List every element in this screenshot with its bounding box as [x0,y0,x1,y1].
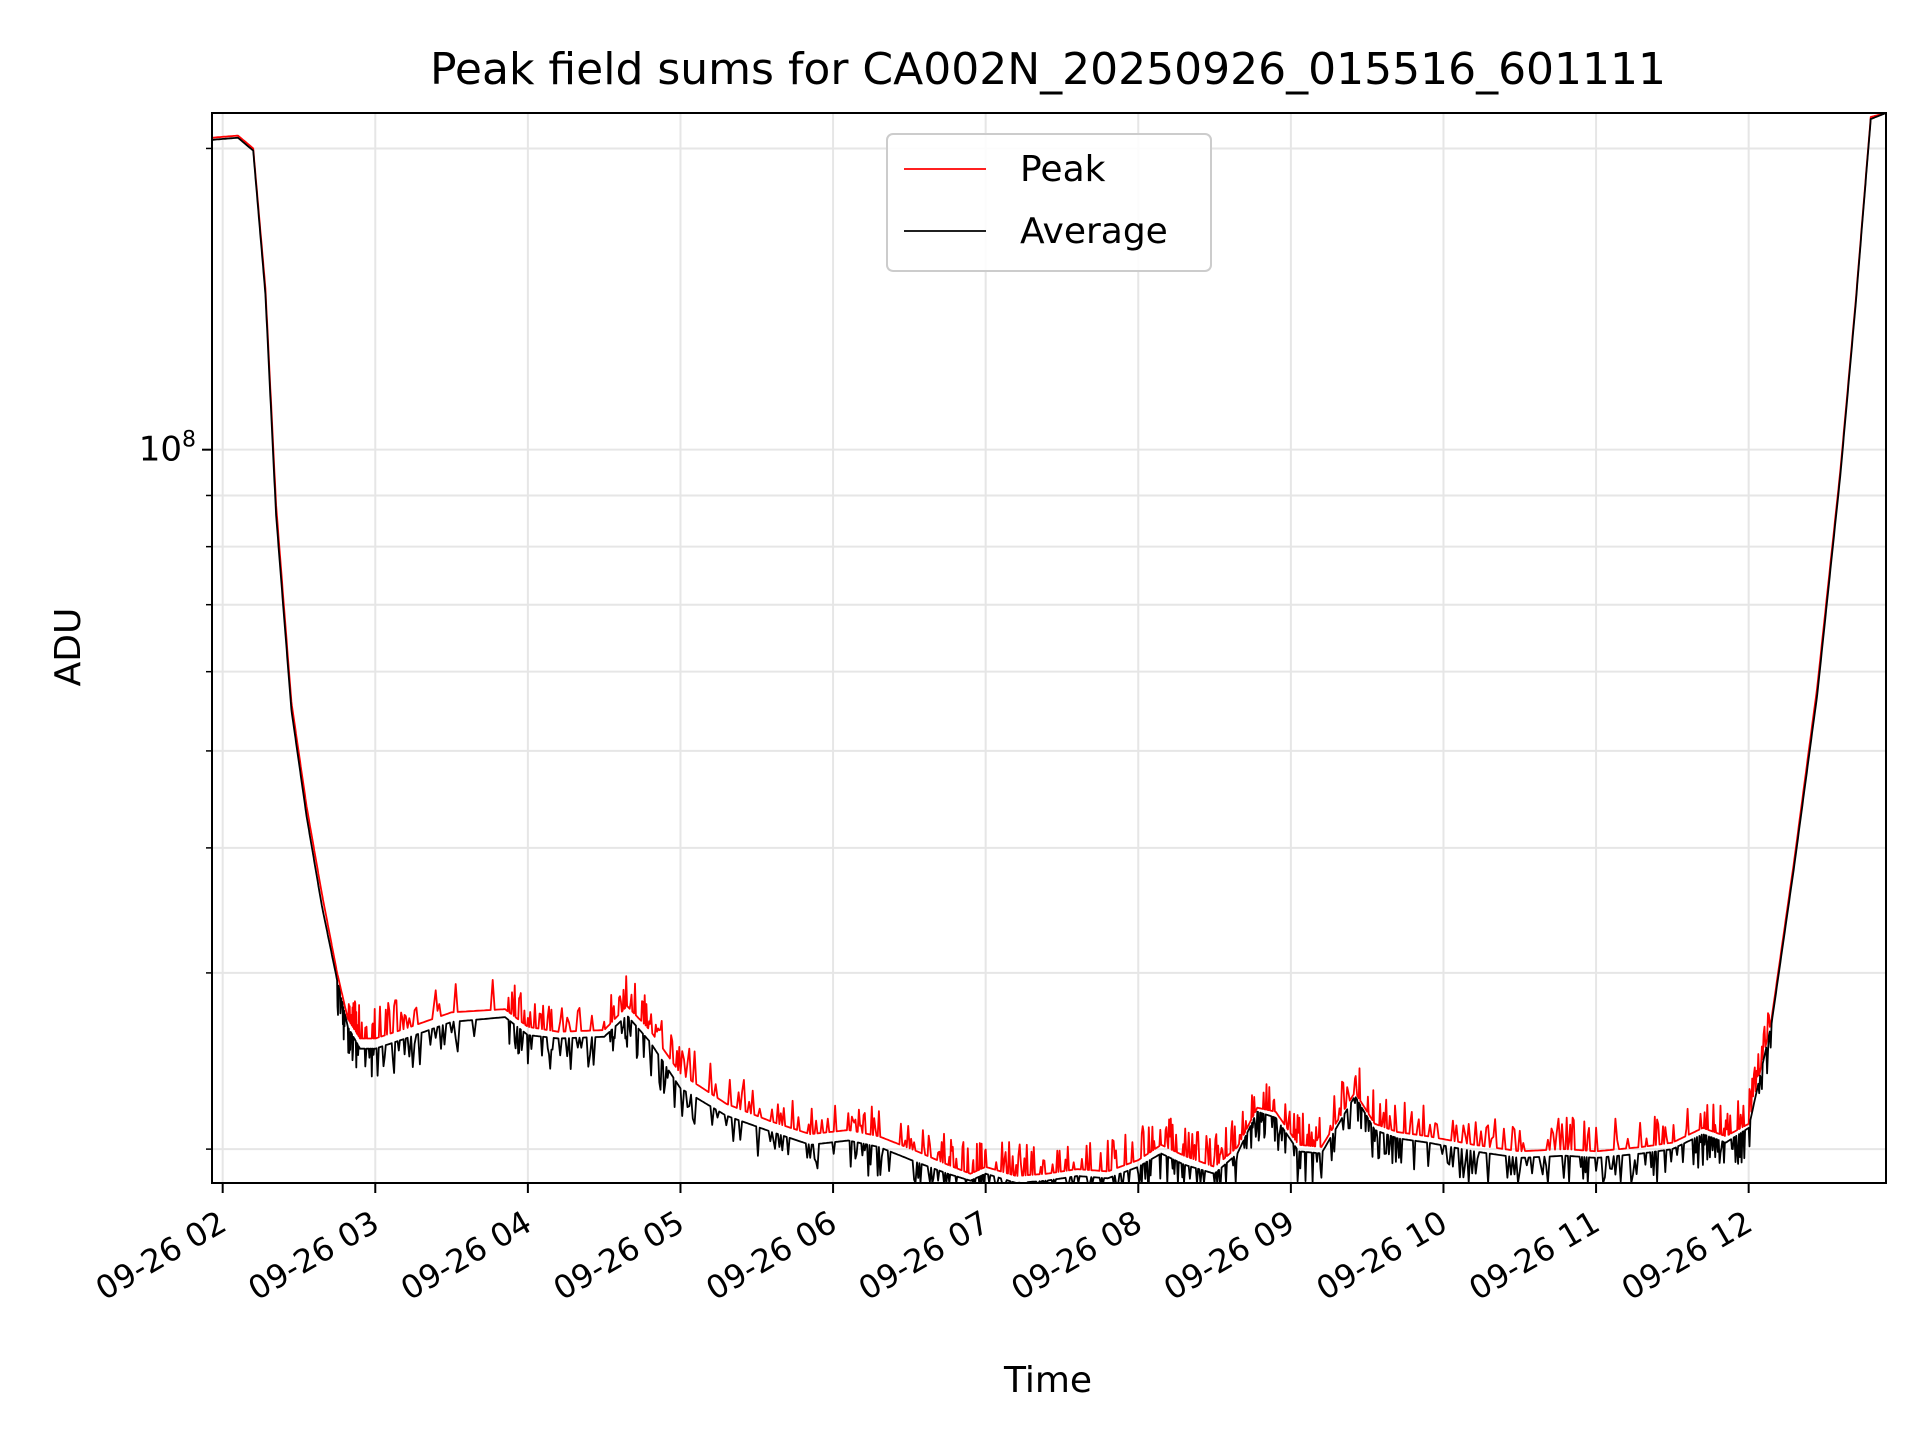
chart-title: Peak field sums for CA002N_20250926_0155… [430,44,1666,95]
legend-label-peak: Peak [1020,149,1106,190]
legend: Peak Average [886,133,1212,272]
y-tick-label: 108 [139,428,196,470]
x-axis-label: Time [1003,1360,1092,1401]
grid-lines [212,113,1886,1183]
legend-label-average: Average [1020,211,1168,252]
series-group [212,113,1886,1183]
series-line-peak [212,113,1886,1177]
y-tick-label-base: 10 [139,430,182,470]
y-axis-label: ADU [48,608,89,687]
series-line-average [212,113,1886,1183]
axes-frame [211,112,1887,1184]
y-tick-label-exponent: 8 [182,428,196,453]
